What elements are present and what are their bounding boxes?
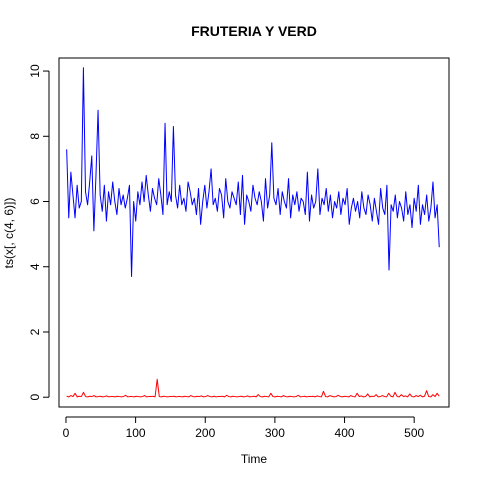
y-axis: 0 2 4 6 8 10 — [28, 64, 49, 401]
x-tick-label: 300 — [265, 426, 285, 440]
x-tick-label: 200 — [195, 426, 215, 440]
x-axis: 0 100 200 300 400 500 — [63, 417, 425, 440]
x-tick-label: 100 — [126, 426, 146, 440]
series-layer — [67, 68, 440, 397]
chart-title: FRUTERIA Y VERD — [191, 23, 317, 39]
x-tick-label: 500 — [404, 426, 424, 440]
series-line-1 — [67, 68, 440, 277]
y-axis-label: ts(x[, c(4, 6)]) — [2, 198, 16, 269]
y-tick-label: 10 — [28, 64, 42, 78]
y-tick-label: 0 — [28, 394, 42, 401]
x-tick-label: 400 — [335, 426, 355, 440]
y-tick-label: 4 — [28, 263, 42, 270]
y-tick-label: 6 — [28, 198, 42, 205]
y-tick-label: 2 — [28, 328, 42, 335]
series-line-2 — [67, 379, 440, 397]
y-tick-label: 8 — [28, 133, 42, 140]
x-axis-label: Time — [241, 452, 268, 466]
x-tick-label: 0 — [63, 426, 70, 440]
